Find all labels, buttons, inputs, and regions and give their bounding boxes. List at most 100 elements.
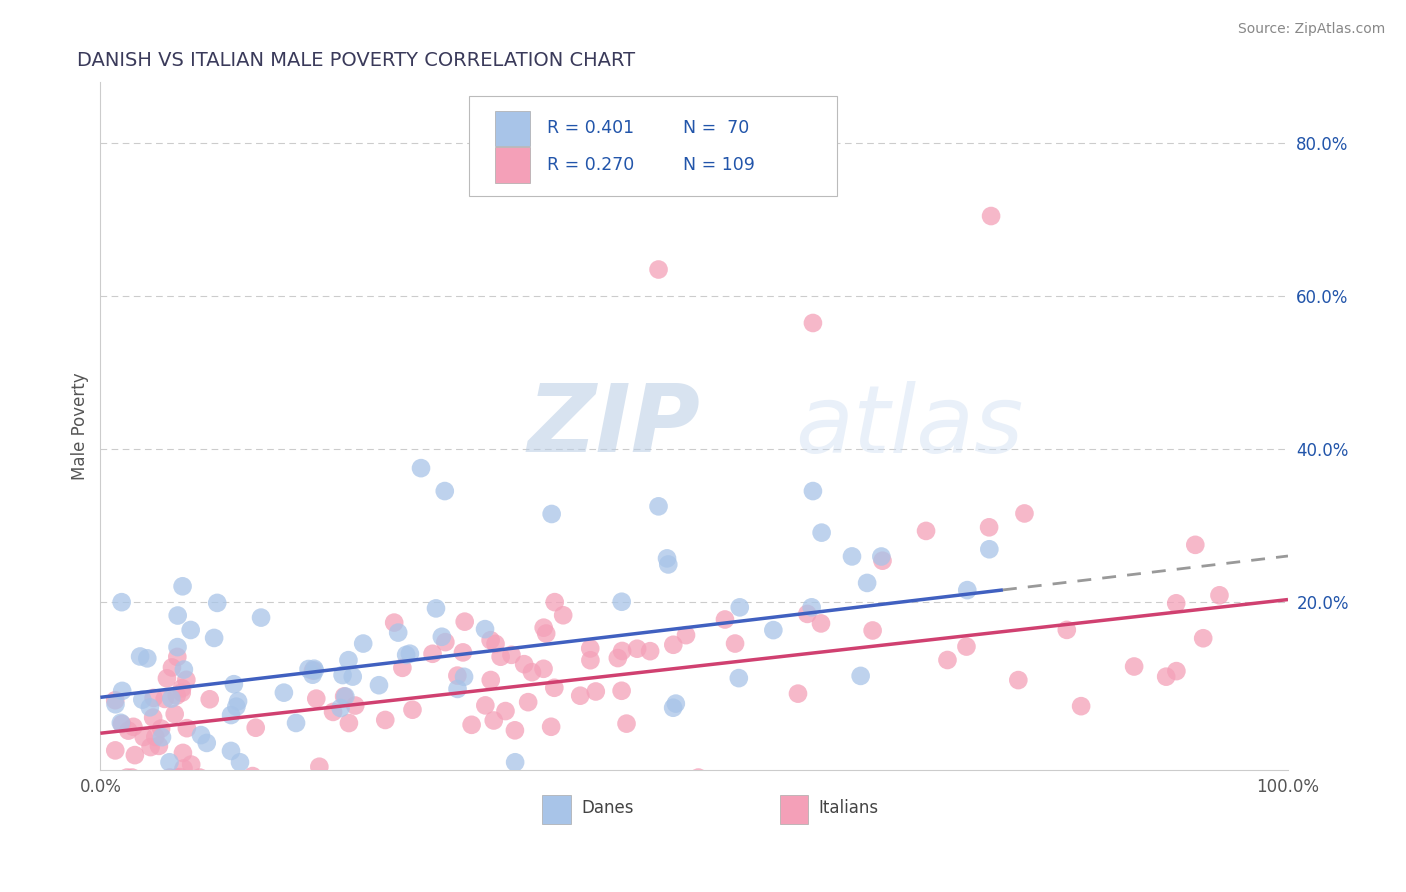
Point: [166, 608, 188, 623]
Point: [610, 644, 633, 658]
Point: [163, 707, 186, 722]
Point: [810, 525, 832, 540]
Point: [553, 608, 575, 623]
Point: [460, 718, 482, 732]
Point: [474, 698, 496, 713]
Point: [1070, 699, 1092, 714]
Text: DANISH VS ITALIAN MALE POVERTY CORRELATION CHART: DANISH VS ITALIAN MALE POVERTY CORRELATI…: [76, 51, 634, 70]
Point: [273, 686, 295, 700]
Point: [540, 507, 562, 521]
Point: [110, 715, 132, 730]
Point: [143, 730, 166, 744]
FancyBboxPatch shape: [495, 147, 530, 183]
Text: R = 0.401: R = 0.401: [547, 120, 634, 137]
Point: [150, 722, 173, 736]
Point: [841, 549, 863, 564]
Y-axis label: Male Poverty: Male Poverty: [72, 372, 89, 480]
Point: [534, 626, 557, 640]
Point: [936, 653, 959, 667]
Point: [540, 720, 562, 734]
Point: [148, 739, 170, 753]
Point: [1166, 664, 1188, 678]
Point: [225, 699, 247, 714]
Point: [131, 692, 153, 706]
Point: [1123, 659, 1146, 673]
Point: [503, 723, 526, 738]
Point: [304, 664, 326, 678]
Point: [517, 695, 540, 709]
Point: [173, 663, 195, 677]
Point: [297, 662, 319, 676]
Point: [579, 641, 602, 656]
Text: Source: ZipAtlas.com: Source: ZipAtlas.com: [1237, 22, 1385, 37]
Point: [662, 700, 685, 714]
Point: [207, 596, 229, 610]
Point: [329, 701, 352, 715]
Point: [977, 520, 1000, 534]
Point: [219, 708, 242, 723]
Point: [856, 576, 879, 591]
Point: [796, 607, 818, 621]
Point: [569, 689, 592, 703]
Point: [533, 621, 555, 635]
Point: [489, 649, 512, 664]
Point: [160, 691, 183, 706]
Point: [172, 746, 194, 760]
Point: [305, 691, 328, 706]
Point: [1056, 623, 1078, 637]
Point: [332, 668, 354, 682]
Point: [302, 662, 325, 676]
Point: [610, 595, 633, 609]
Point: [579, 653, 602, 667]
Point: [382, 615, 405, 630]
Point: [172, 579, 194, 593]
Point: [543, 681, 565, 695]
Point: [688, 771, 710, 785]
Point: [501, 648, 523, 662]
Point: [430, 630, 453, 644]
Point: [451, 645, 474, 659]
Point: [222, 677, 245, 691]
Point: [870, 549, 893, 564]
Point: [956, 583, 979, 598]
Point: [104, 743, 127, 757]
Point: [544, 595, 567, 609]
Point: [250, 610, 273, 624]
Point: [610, 683, 633, 698]
Point: [665, 697, 688, 711]
Point: [342, 670, 364, 684]
Point: [202, 631, 225, 645]
Point: [454, 615, 477, 629]
Point: [302, 664, 325, 678]
Point: [322, 705, 344, 719]
Point: [401, 703, 423, 717]
Point: [1014, 507, 1036, 521]
Point: [245, 721, 267, 735]
Point: [195, 736, 218, 750]
Text: Danes: Danes: [581, 798, 634, 817]
Point: [159, 756, 181, 770]
Point: [728, 600, 751, 615]
Point: [513, 657, 536, 672]
Point: [190, 728, 212, 742]
Text: atlas: atlas: [796, 381, 1024, 472]
Point: [115, 771, 138, 785]
Point: [159, 771, 181, 785]
Point: [368, 678, 391, 692]
Point: [484, 637, 506, 651]
Point: [139, 740, 162, 755]
Point: [111, 684, 134, 698]
Point: [606, 651, 628, 665]
Text: N = 109: N = 109: [683, 156, 755, 174]
Point: [675, 628, 697, 642]
Point: [395, 648, 418, 662]
Point: [121, 771, 143, 785]
Point: [129, 649, 152, 664]
Point: [391, 661, 413, 675]
Point: [724, 636, 747, 650]
Point: [170, 681, 193, 696]
Text: ZIP: ZIP: [527, 380, 700, 472]
Point: [176, 673, 198, 687]
FancyBboxPatch shape: [543, 795, 571, 823]
Point: [955, 640, 977, 654]
